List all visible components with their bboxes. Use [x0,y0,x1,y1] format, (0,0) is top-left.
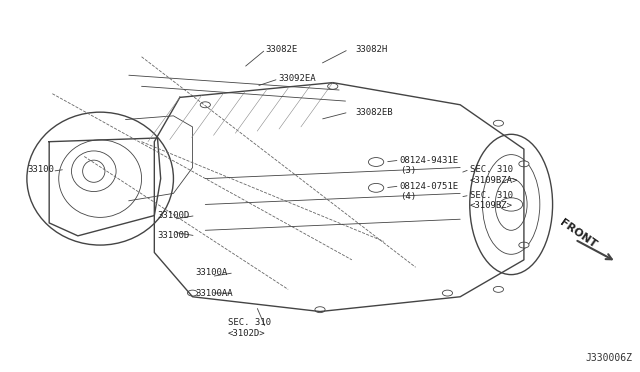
Text: 33100AA: 33100AA [196,289,234,298]
Text: 08124-9431E
(3): 08124-9431E (3) [399,156,459,175]
Text: 33100A: 33100A [196,268,228,277]
Text: 33082H: 33082H [355,45,387,54]
Text: 33100D: 33100D [157,211,189,220]
Circle shape [519,242,529,248]
Text: 33100: 33100 [27,165,54,174]
Circle shape [519,161,529,167]
Text: 33082EB: 33082EB [355,108,393,117]
Text: SEC. 310
<3109BZ>: SEC. 310 <3109BZ> [470,191,513,211]
Text: J330006Z: J330006Z [585,353,632,363]
Text: SEC. 310
<3109BZA>: SEC. 310 <3109BZA> [470,165,518,185]
Circle shape [442,290,452,296]
Text: 33100D: 33100D [157,231,189,240]
Circle shape [493,120,504,126]
Text: FRONT: FRONT [558,218,598,250]
Circle shape [188,290,198,296]
Text: 08124-0751E
(4): 08124-0751E (4) [399,182,459,201]
Circle shape [315,307,325,312]
Circle shape [493,286,504,292]
Circle shape [200,102,211,108]
Circle shape [328,83,338,89]
Text: 33082E: 33082E [266,45,298,54]
Text: 33092EA: 33092EA [278,74,316,83]
Text: SEC. 310
<3102D>: SEC. 310 <3102D> [228,318,271,338]
